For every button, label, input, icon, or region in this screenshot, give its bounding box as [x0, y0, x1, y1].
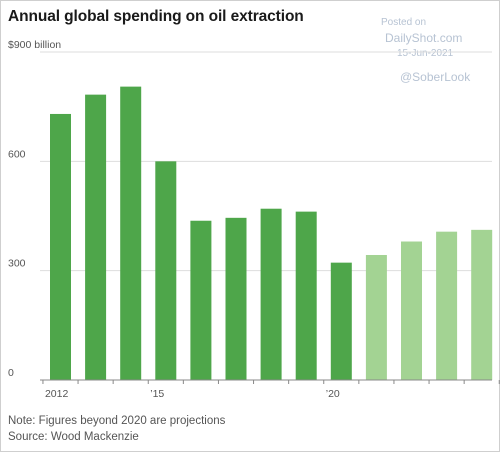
- y-tick-label: 600: [8, 148, 26, 160]
- y-tick-label: $900 billion: [8, 39, 61, 51]
- chart-source: Source: Wood Mackenzie: [8, 431, 139, 443]
- watermark-site: DailyShot.com: [385, 31, 463, 45]
- bar: [50, 113, 71, 380]
- bar: [471, 229, 493, 380]
- bar: [120, 86, 142, 380]
- bar: [295, 211, 317, 380]
- chart-note: Note: Figures beyond 2020 are projection…: [8, 415, 226, 427]
- bar: [436, 231, 458, 380]
- bar: [190, 220, 212, 380]
- bar: [225, 217, 247, 380]
- chart-title: Annual global spending on oil extraction: [8, 8, 304, 25]
- watermark-posted: Posted on: [381, 17, 427, 28]
- watermark-handle: @SoberLook: [400, 70, 471, 84]
- x-tick-label: ’15: [150, 388, 164, 400]
- x-tick-label: 2012: [45, 388, 69, 400]
- bar: [85, 94, 107, 380]
- y-tick-label: 0: [8, 367, 14, 379]
- bar: [365, 254, 387, 380]
- y-tick-label: 300: [8, 258, 26, 270]
- bar: [401, 241, 422, 380]
- bar: [155, 161, 177, 380]
- bar: [260, 208, 282, 380]
- watermark-date: 15-Jun-2021: [397, 48, 454, 59]
- x-tick-label: ’20: [326, 388, 340, 400]
- bar: [330, 262, 352, 380]
